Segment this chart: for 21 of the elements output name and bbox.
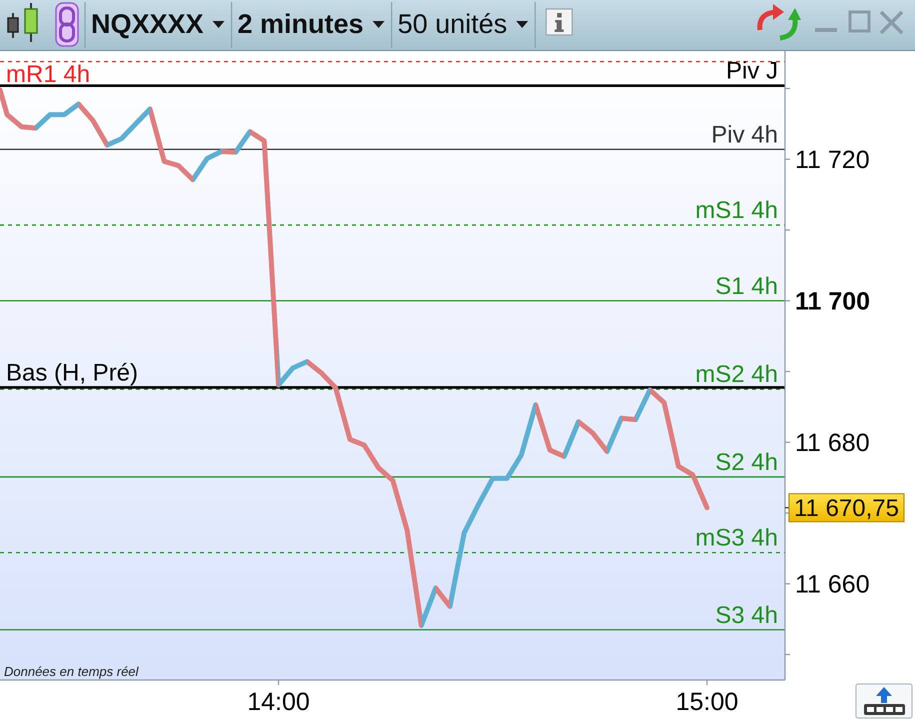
ref-line-label: S3 4h <box>715 602 778 629</box>
annotation: Données en temps réel <box>4 664 140 679</box>
x-tick-label: 14:00 <box>247 688 310 716</box>
ref-line-label: S2 4h <box>715 448 778 476</box>
ref-line-label: mR1 4h <box>6 60 90 88</box>
y-tick-label: 11 700 <box>795 288 870 316</box>
chart-title: NQXXXX <box>91 9 204 39</box>
ref-line-label: Bas (H, Pré) <box>6 359 138 386</box>
ref-line-label: mS1 4h <box>695 197 778 224</box>
ref-line-label: Piv J <box>726 58 778 85</box>
y-tick-label: 11 660 <box>795 570 870 599</box>
ref-line-label: Piv 4h <box>711 121 778 148</box>
ref-line-label: mS2 4h <box>695 361 778 388</box>
ref-line-label: S1 4h <box>715 272 778 300</box>
chart-subtitle: 2 minutes <box>238 9 364 39</box>
ref-line-label: mS3 4h <box>695 524 778 552</box>
y-tick-label: 11 680 <box>795 429 870 458</box>
y-tick-label: 11 720 <box>795 146 870 174</box>
x-tick-label: 15:00 <box>676 688 738 716</box>
text: 50 unités <box>398 9 508 39</box>
text: 11 670,75 <box>794 495 899 522</box>
